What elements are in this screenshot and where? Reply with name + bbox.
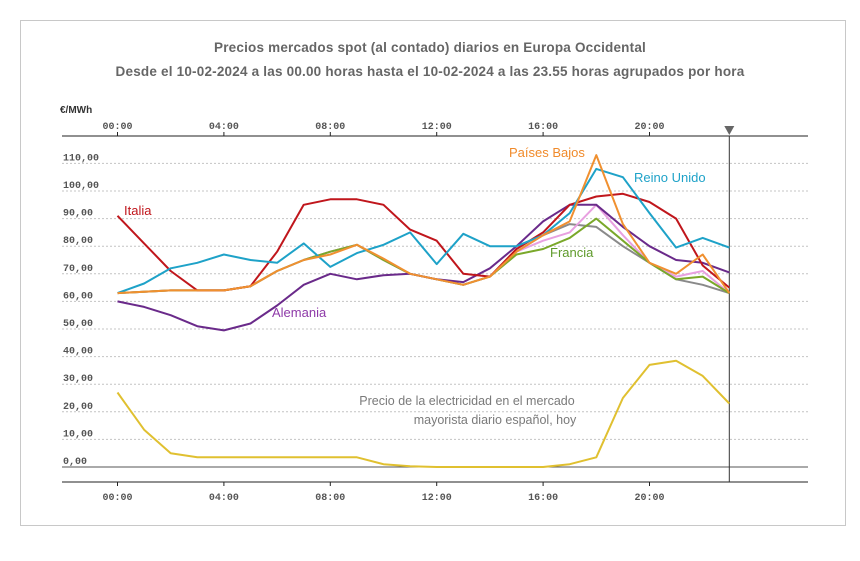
chart-title: Precios mercados spot (al contado) diari… — [214, 40, 646, 55]
x-tick-label-top: 16:00 — [528, 122, 558, 133]
series-lines — [116, 154, 731, 468]
x-tick-label-top: 08:00 — [315, 122, 345, 133]
axes: 0,00 10,00 20,00 30,00 40,00 50,00 60,00 70,00 8… — [62, 122, 808, 504]
x-tick-label-bottom: 16:00 — [528, 493, 558, 504]
label-francia: Francia — [550, 245, 594, 260]
label-paises-bajos: Países Bajos — [509, 145, 585, 160]
x-tick-label-top: 12:00 — [422, 122, 452, 133]
y-tick-label: 40,00 — [63, 347, 93, 358]
y-tick-label: 10,00 — [63, 429, 93, 440]
series-line-7 — [117, 154, 731, 295]
chart-subtitle: Desde el 10-02-2024 a las 00.00 horas ha… — [115, 64, 745, 79]
x-tick-label-bottom: 20:00 — [634, 493, 664, 504]
y-tick-label: 110,00 — [63, 153, 99, 164]
y-tick-label: 90,00 — [63, 209, 93, 220]
y-tick-label: 80,00 — [63, 236, 93, 247]
label-italia: Italia — [124, 203, 152, 218]
x-tick-label-bottom: 04:00 — [209, 493, 239, 504]
x-tick-label-top: 20:00 — [634, 122, 664, 133]
x-tick-label-bottom: 08:00 — [315, 493, 345, 504]
now-marker-triangle — [724, 126, 735, 135]
label-reino-unido: Reino Unido — [634, 170, 706, 185]
grid-lines — [62, 162, 808, 440]
x-tick-label-top: 00:00 — [102, 122, 132, 133]
y-axis-unit: €/MWh — [60, 105, 92, 116]
x-tick-label-bottom: 00:00 — [102, 493, 132, 504]
series-line-8 — [116, 359, 731, 468]
y-tick-label: 0,00 — [63, 457, 87, 468]
y-tick-label: 100,00 — [63, 181, 99, 192]
y-tick-label: 70,00 — [63, 264, 93, 275]
y-tick-label: 20,00 — [63, 402, 93, 413]
label-espana-line1: Precio de la electricidad en el mercado — [359, 394, 574, 408]
y-tick-label: 30,00 — [63, 374, 93, 385]
series-labels: Italia Alemania Países Bajos Reino Unido… — [124, 145, 706, 427]
y-tick-label: 50,00 — [63, 319, 93, 330]
y-tick-label: 60,00 — [63, 291, 93, 302]
label-alemania: Alemania — [272, 305, 327, 320]
series-line-4 — [117, 203, 730, 332]
series-line-6 — [117, 167, 730, 295]
label-espana-line2: mayorista diario español, hoy — [414, 413, 577, 427]
x-tick-label-top: 04:00 — [209, 122, 239, 133]
x-tick-label-bottom: 12:00 — [422, 493, 452, 504]
